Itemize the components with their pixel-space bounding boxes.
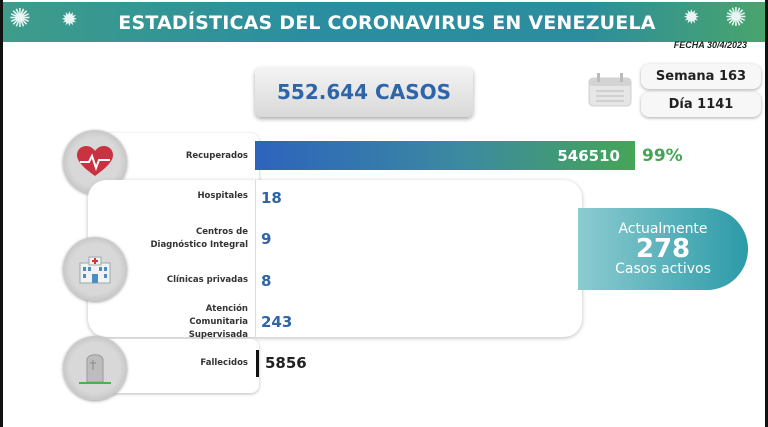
heart-pulse-icon (77, 146, 113, 176)
cdi-label-line: Diagnóstico Integral (150, 239, 248, 250)
hospital-icon (79, 256, 111, 284)
recovered-panel (103, 133, 259, 189)
deaths-icon-circle (63, 336, 127, 400)
header-banner: ✺ ✹ ✹ ✺ ESTADÍSTICAS DEL CORONAVIRUS EN … (3, 2, 765, 42)
virus-icon: ✺ (9, 4, 31, 34)
tombstone-icon (79, 354, 111, 384)
hospitals-value: 18 (261, 189, 282, 207)
cdi-value: 9 (261, 230, 272, 248)
week-badge: Semana 163 (641, 64, 761, 89)
recovered-bar (255, 141, 635, 170)
community-label-line: Comunitaria (189, 316, 248, 327)
community-label: Atención Comunitaria Supervisada (108, 303, 248, 341)
recovered-label: Recuperados (185, 151, 248, 161)
virus-icon: ✺ (725, 3, 747, 33)
day-badge: Día 1141 (641, 92, 761, 117)
virus-icon: ✹ (683, 5, 700, 29)
total-cases: 552.644 CASOS (255, 67, 473, 117)
active-value: 278 (635, 234, 691, 264)
active-cases-badge: Actualmente 278 Casos activos (578, 208, 748, 290)
date-label: FECHA 30/4/2023 (673, 40, 747, 50)
clinics-label: Clínicas privadas (166, 275, 248, 285)
community-label-line: Atención (205, 304, 248, 314)
active-prefix: Actualmente (618, 221, 708, 237)
recovered-value: 546510 (557, 147, 620, 165)
community-label-line: Supervisada (188, 329, 248, 340)
recovered-percent: 99% (642, 146, 683, 166)
deaths-value: 5856 (265, 354, 307, 372)
cdi-label: Centros de Diagnóstico Integral (108, 226, 248, 252)
page-title: ESTADÍSTICAS DEL CORONAVIRUS EN VENEZUEL… (118, 12, 656, 34)
deaths-panel (103, 339, 259, 393)
virus-icon: ✹ (61, 7, 78, 31)
deaths-label: Fallecidos (200, 358, 248, 368)
deaths-bar (256, 350, 259, 377)
cdi-label-line: Centros de (195, 227, 248, 237)
divider (255, 180, 256, 338)
clinics-value: 8 (261, 272, 272, 290)
hospitals-label: Hospitales (197, 191, 248, 201)
community-value: 243 (261, 313, 293, 331)
locations-panel (88, 180, 582, 337)
calendar-icon (588, 73, 632, 107)
hospital-icon-circle (63, 237, 127, 301)
active-suffix: Casos activos (615, 261, 711, 277)
